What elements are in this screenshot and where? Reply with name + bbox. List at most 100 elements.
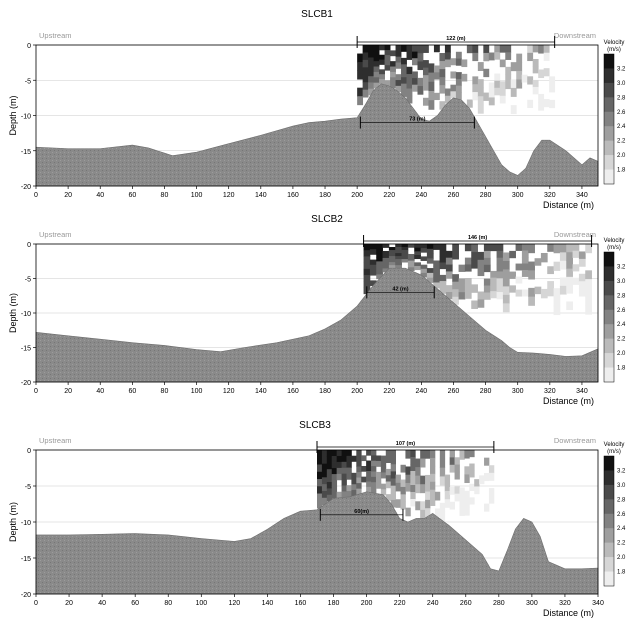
- velocity-cell: [499, 59, 506, 68]
- velocity-cell: [390, 485, 397, 494]
- velocity-cell: [454, 457, 460, 465]
- velocity-cell: [376, 252, 383, 258]
- y-tick-label: -15: [21, 346, 31, 353]
- velocity-cell: [543, 99, 550, 108]
- velocity-cell: [505, 74, 512, 82]
- velocity-cell: [363, 262, 371, 270]
- y-tick-label: 0: [27, 43, 31, 50]
- velocity-cell: [415, 501, 421, 511]
- velocity-cell: [439, 458, 446, 469]
- velocity-cell: [494, 87, 501, 96]
- velocity-cell: [527, 45, 534, 54]
- velocity-cell: [406, 52, 413, 60]
- velocity-cell: [362, 52, 369, 61]
- velocity-cell: [464, 466, 470, 475]
- velocity-cell: [488, 465, 495, 474]
- velocity-cell: [458, 292, 466, 300]
- velocity-cell: [502, 277, 510, 287]
- x-tick-label: 180: [319, 388, 331, 395]
- span-annotation-label: 60(m): [354, 509, 369, 515]
- span-annotation-label: 73 (m): [409, 117, 425, 123]
- velocity-cell: [380, 472, 387, 479]
- velocity-cell: [371, 487, 377, 494]
- velocity-cell: [450, 91, 457, 99]
- velocity-cell: [439, 450, 446, 460]
- span-annotation: 146 (m): [363, 235, 593, 247]
- velocity-cell: [559, 244, 567, 253]
- colorbar-swatch: [604, 338, 614, 354]
- colorbar-tick-label: 2.2: [617, 541, 626, 547]
- velocity-cell: [439, 502, 446, 513]
- velocity-cell: [351, 472, 357, 479]
- velocity-cell: [410, 492, 416, 500]
- velocity-cell: [371, 471, 377, 478]
- velocity-cell: [483, 52, 490, 62]
- velocity-cell: [459, 450, 465, 460]
- velocity-cell: [422, 67, 429, 76]
- velocity-cell: [532, 79, 539, 88]
- velocity-cell: [540, 252, 548, 263]
- velocity-cell: [356, 483, 362, 490]
- x-tick-label: 40: [96, 192, 104, 199]
- y-tick-label: 0: [27, 242, 31, 249]
- velocity-cell: [351, 489, 357, 497]
- colorbar-swatch: [604, 456, 614, 471]
- x-tick-label: 340: [576, 192, 588, 199]
- velocity-cell: [553, 244, 561, 254]
- velocity-cell: [516, 70, 523, 80]
- velocity-cell: [414, 255, 421, 260]
- velocity-cell: [380, 455, 387, 462]
- velocity-cell: [356, 455, 362, 462]
- velocity-cell: [371, 455, 377, 462]
- velocity-cell: [502, 260, 510, 270]
- velocity-cell: [376, 244, 383, 249]
- velocity-cell: [572, 244, 580, 252]
- velocity-cell: [458, 264, 466, 272]
- x-tick-label: 0: [34, 388, 38, 395]
- velocity-cell: [439, 467, 446, 477]
- velocity-cell: [483, 45, 490, 54]
- x-tick-label: 300: [526, 600, 538, 607]
- velocity-cell: [346, 485, 352, 492]
- velocity-cell: [361, 476, 367, 483]
- velocity-cell: [455, 92, 462, 100]
- velocity-cell: [410, 471, 416, 479]
- velocity-cell: [469, 497, 475, 505]
- velocity-cell: [366, 450, 372, 456]
- velocity-cell: [483, 244, 491, 252]
- y-axis-label: Depth (m): [8, 293, 18, 333]
- colorbar-tick-label: 3.0: [617, 81, 626, 87]
- velocity-cell: [439, 244, 447, 251]
- velocity-cell: [368, 82, 375, 90]
- velocity-cell: [371, 466, 377, 472]
- velocity-cell: [385, 481, 392, 489]
- velocity-cell: [341, 485, 347, 492]
- velocity-cell: [459, 506, 465, 516]
- velocity-cell: [405, 507, 411, 517]
- velocity-cell: [317, 479, 323, 487]
- velocity-field: [317, 450, 495, 521]
- velocity-cell: [331, 456, 338, 463]
- velocity-cell: [388, 265, 396, 269]
- velocity-cell: [368, 51, 375, 58]
- velocity-cell: [510, 62, 517, 72]
- velocity-cell: [356, 488, 362, 495]
- velocity-cell: [401, 83, 407, 91]
- velocity-cell: [385, 468, 392, 476]
- velocity-cell: [479, 475, 485, 485]
- velocity-cell: [521, 250, 529, 258]
- velocity-cell: [464, 474, 470, 484]
- velocity-cell: [417, 86, 424, 95]
- velocity-cell: [373, 82, 380, 89]
- span-annotation: 60(m): [319, 508, 404, 521]
- velocity-cell: [477, 267, 485, 277]
- colorbar-tick-label: 3.2: [617, 468, 626, 474]
- velocity-cell: [449, 464, 455, 473]
- velocity-cell: [401, 244, 409, 248]
- x-tick-label: 40: [98, 600, 106, 607]
- x-tick-label: 320: [559, 600, 571, 607]
- colorbar-tick-label: 2.0: [617, 153, 626, 159]
- velocity-cell: [472, 76, 479, 85]
- x-tick-label: 20: [64, 192, 72, 199]
- velocity-cell: [376, 248, 383, 254]
